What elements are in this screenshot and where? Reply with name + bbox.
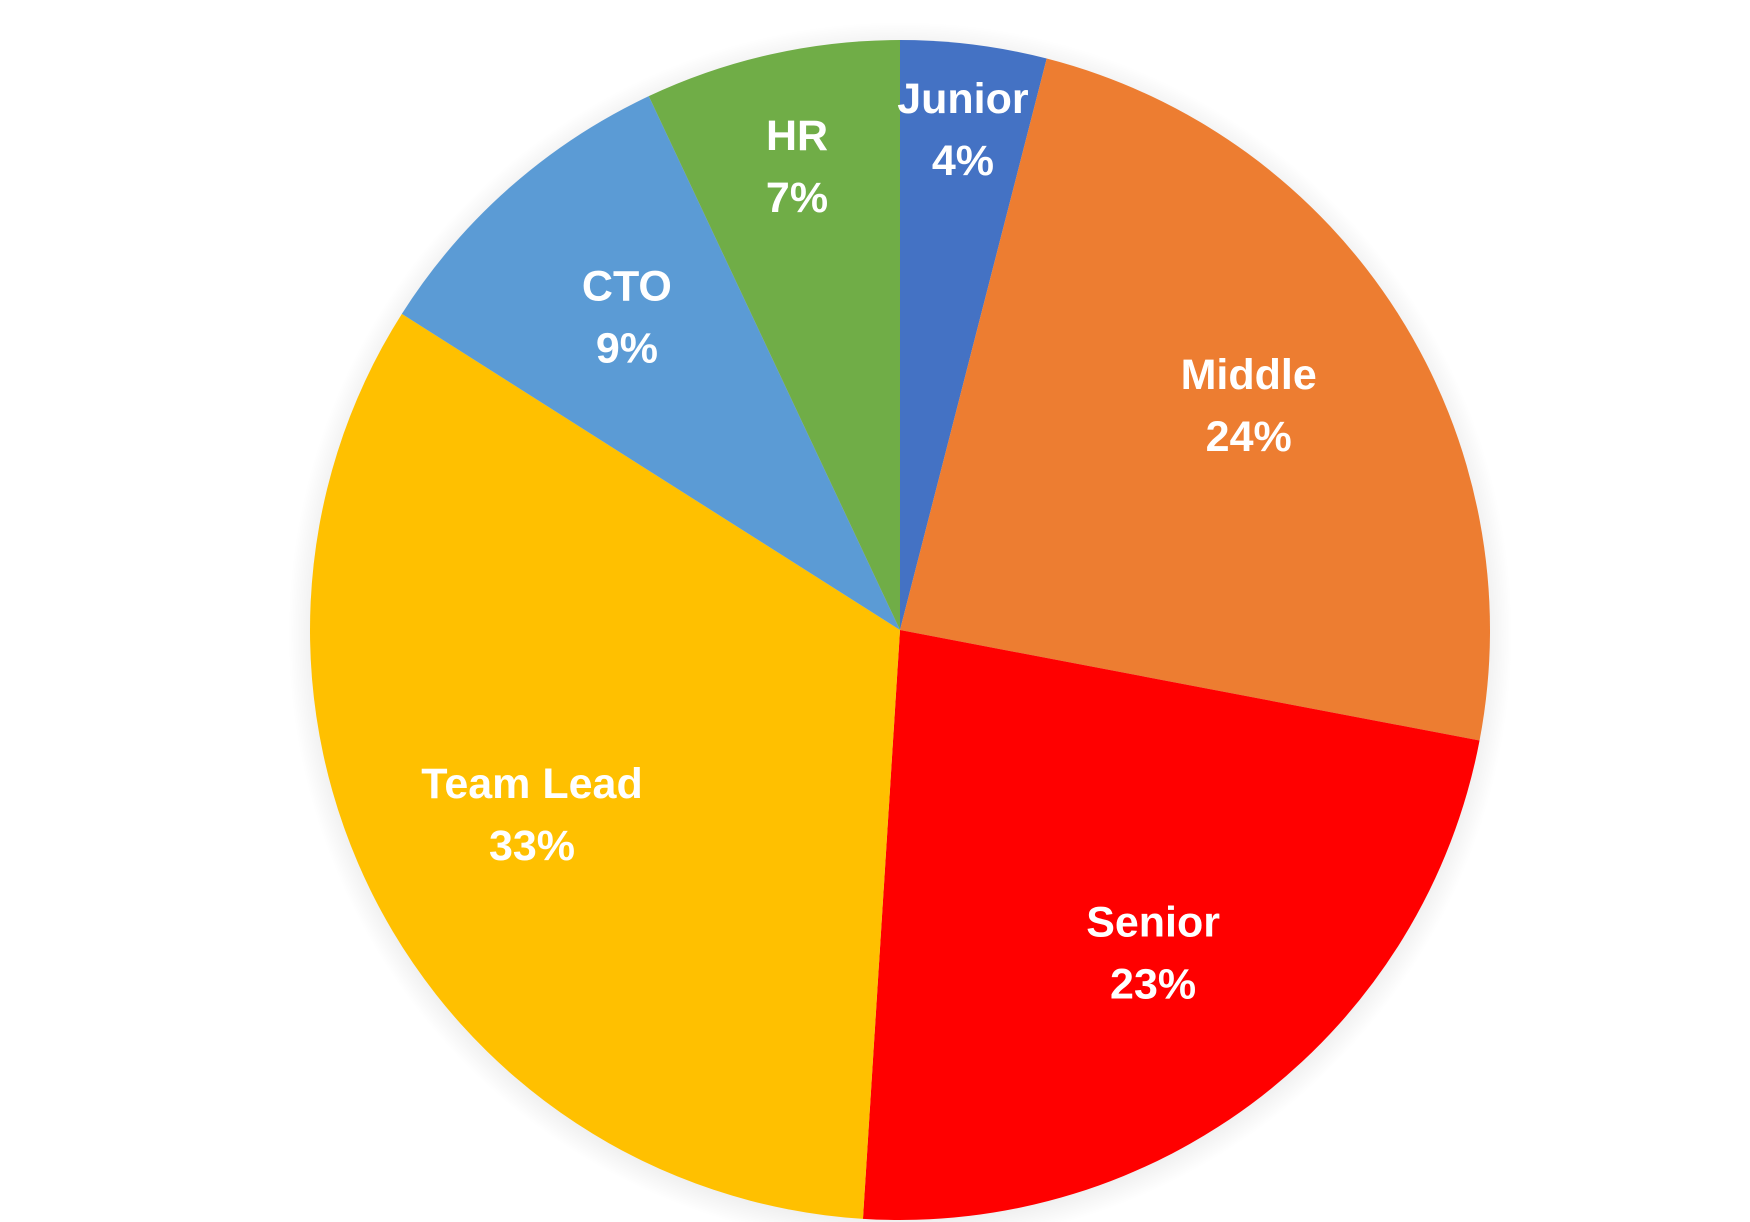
data-label-middle-percent: 24% bbox=[1206, 413, 1292, 461]
data-label-hr-percent: 7% bbox=[766, 174, 828, 222]
pie-slice-hr bbox=[648, 40, 900, 630]
data-label-cto-name: CTO bbox=[582, 263, 672, 311]
data-label-cto-percent: 9% bbox=[596, 325, 658, 373]
data-label-senior-name: Senior bbox=[1086, 899, 1220, 947]
data-label-hr-name: HR bbox=[766, 112, 828, 160]
data-label-senior-percent: 23% bbox=[1110, 961, 1196, 1009]
pie-data-labels: Junior 4% Middle 24% Senior 23% Team Lead 33% CT… bbox=[421, 75, 1317, 1009]
pie-slice-middle bbox=[900, 58, 1490, 741]
data-label-middle-name: Middle bbox=[1181, 351, 1317, 399]
pie-slice-cto bbox=[401, 96, 900, 630]
data-label-team-lead-percent: 33% bbox=[489, 822, 575, 870]
data-label-team-lead-name: Team Lead bbox=[421, 760, 642, 808]
pie-slice-team-lead bbox=[309, 313, 901, 1219]
pie-slice-senior bbox=[862, 630, 1480, 1221]
pie-slice-junior bbox=[900, 40, 1047, 630]
data-label-junior-name: Junior bbox=[897, 75, 1029, 123]
pie-slices bbox=[309, 40, 1490, 1221]
data-label-junior-percent: 4% bbox=[932, 137, 994, 185]
